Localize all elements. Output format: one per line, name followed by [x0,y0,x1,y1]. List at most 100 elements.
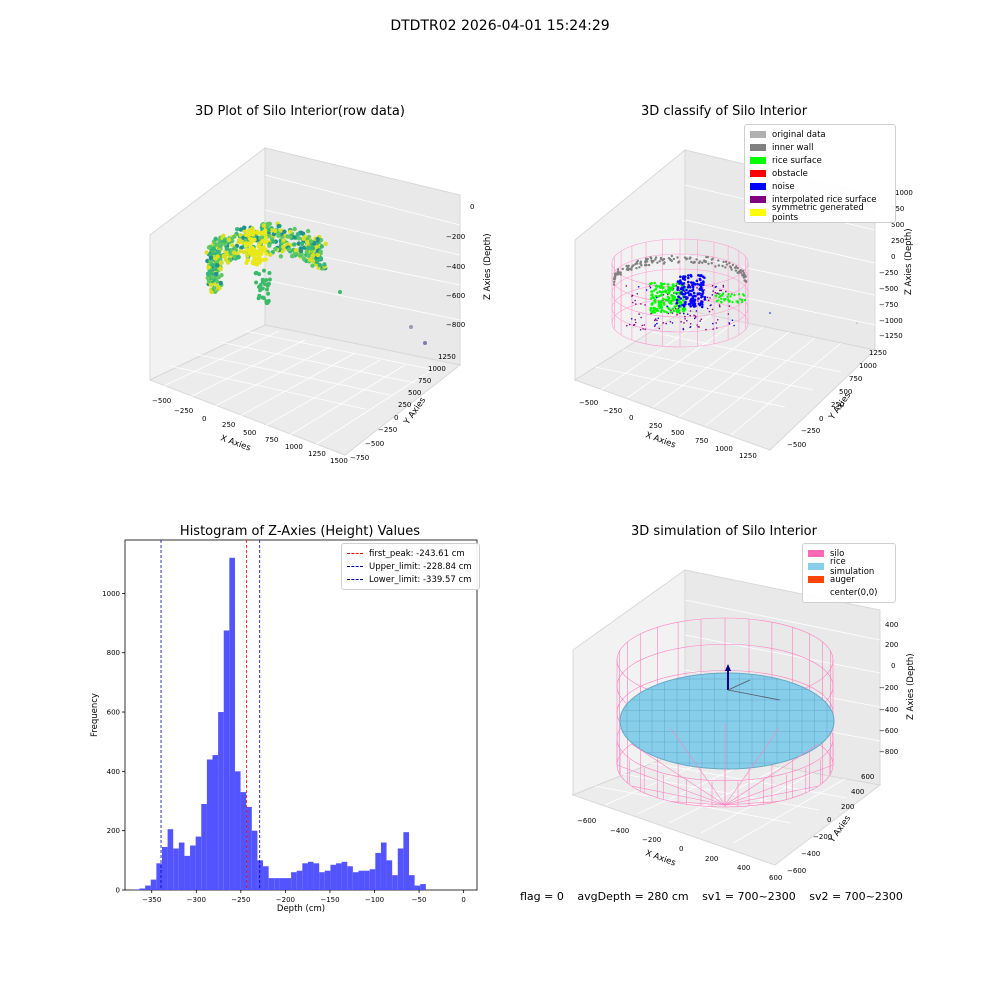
legend-swatch [347,579,363,580]
data-point [626,265,630,268]
y-ticks: 0 200 400 600 800 1000 [102,590,125,895]
data-point [656,285,659,288]
data-point [273,246,278,252]
z-tick: −750 [879,301,898,309]
y-tick: 600 [861,773,874,781]
data-point [251,229,256,234]
data-point [685,288,688,292]
data-point [266,291,271,296]
data-point [689,302,692,305]
data-point [734,269,738,272]
data-point [664,290,668,293]
data-point [681,303,684,307]
legend-swatch [750,209,766,216]
x-tick: 0 [629,414,633,422]
data-point [672,309,676,313]
data-point [683,312,685,315]
plot-frame [124,539,478,891]
data-point [206,278,212,284]
data-point [299,241,305,246]
y-tick: −500 [365,440,384,448]
data-point [261,245,266,249]
data-point [700,318,703,321]
raw-data-3d-plot: −500 −250 0 250 500 750 1000 1250 1500 −… [148,146,493,465]
histogram-bar [139,888,146,890]
simulation-legend: silo rice simulation auger center(0,0) [802,543,896,603]
data-point [662,262,666,265]
legend-label: interpolated rice surface [772,194,877,205]
data-point [636,293,639,295]
data-point [677,260,681,263]
x-tick: 750 [265,436,278,444]
histogram-bar [263,866,269,890]
histogram-bar [145,885,151,890]
status-footer: flag = 0 avgDepth = 280 cm sv1 = 700~230… [520,890,913,903]
histogram-bar [291,872,297,890]
data-point [230,243,235,248]
histogram-bar [414,885,421,890]
data-point [681,292,684,296]
data-point [305,228,311,234]
data-point [653,325,656,327]
histogram-bar [336,863,342,890]
data-point [717,259,720,262]
data-point [709,304,712,307]
data-point [660,293,663,297]
data-point [700,305,704,309]
data-point [640,316,642,319]
data-point [254,280,259,285]
data-point [265,283,270,288]
data-point [684,318,686,320]
y-tick: −750 [350,454,369,462]
y-tick: −400 [801,850,820,858]
x-tick: 1250 [308,450,326,458]
data-point [267,243,272,248]
avg-depth-text: avgDepth = 280 cm [577,890,689,903]
x-tick-label: −50 [412,896,427,904]
histogram-bar [358,870,365,890]
data-point [246,258,251,263]
data-point [741,273,745,277]
histogram-bar [375,852,381,890]
data-point [653,281,656,285]
data-point [695,310,698,312]
data-point [662,286,665,290]
classify-legend: original data inner wall rice surface ob… [744,124,896,223]
data-point [256,230,260,235]
x-tick: 500 [243,429,256,437]
legend-label: original data [772,129,826,140]
data-point [306,253,311,259]
data-point [718,304,721,306]
data-point [669,320,672,323]
data-point [693,317,696,320]
data-point [733,294,736,297]
data-point [690,299,694,303]
data-point [689,323,692,325]
data-point [676,280,680,283]
data-point [675,301,679,305]
data-point [705,328,707,331]
data-point [661,290,665,294]
data-point [635,261,638,264]
data-point [711,257,714,260]
z-tick: −400 [879,706,898,714]
histogram-bar [352,872,359,890]
legend-item: obstacle [750,167,890,180]
y-tick-label: 200 [107,827,120,835]
x-tick: 0 [679,845,683,853]
data-point [630,268,633,271]
data-point [667,285,670,289]
depth-histogram: −350 −300 −250 −200 −150 −100 −50 0 0 200 400 600 8… [90,539,478,914]
data-point [714,286,717,288]
z-tick: 400 [885,621,898,629]
histogram-bar [386,860,393,890]
data-point [638,266,641,269]
x-tick: −500 [152,397,171,405]
x-tick-label: 0 [461,896,465,904]
data-point [660,283,664,286]
y-tick: 750 [849,375,862,383]
data-point [686,319,688,322]
data-point [723,299,726,302]
outlier-point [409,325,413,329]
silo-wireframe [611,238,749,348]
